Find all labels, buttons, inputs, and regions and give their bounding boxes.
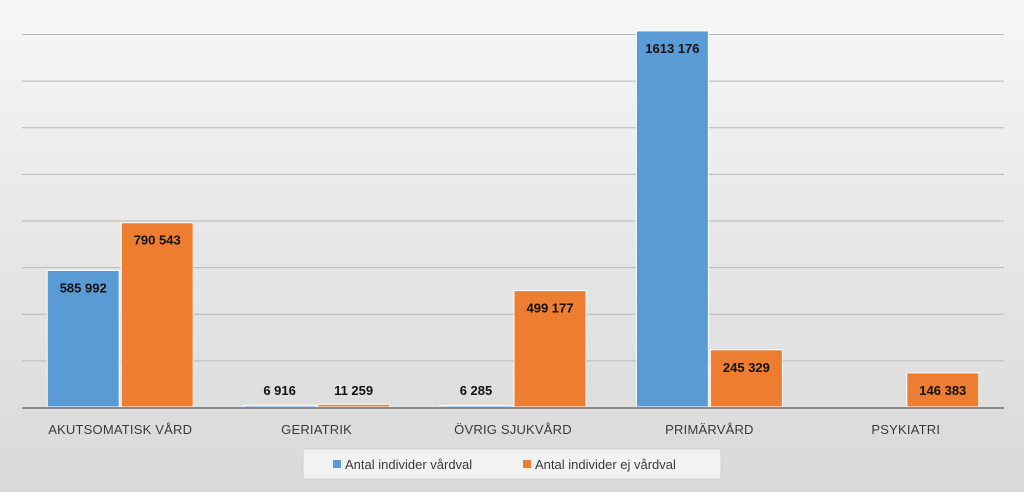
legend: Antal individer vårdval Antal individer e… [302, 448, 722, 480]
legend-box [302, 448, 722, 480]
bar-ej-vardval-0 [120, 222, 194, 408]
bar-value-label: 6 285 [460, 383, 493, 398]
legend-swatch [333, 460, 341, 468]
category-label: AKUTSOMATISK VÅRD [48, 422, 192, 437]
bars [46, 30, 980, 408]
bar-ej-vardval-4 [906, 372, 980, 408]
bar-vardval-0 [46, 269, 120, 408]
category-label: PRIMÄRVÅRD [665, 422, 753, 437]
bar-value-label: 146 383 [919, 383, 966, 398]
bar-vardval-1 [243, 404, 317, 408]
category-labels: AKUTSOMATISK VÅRD GERIATRIK ÖVRIG SJUKVÅRD… [48, 422, 940, 437]
legend-entry: Antal individer vårdval [345, 457, 472, 472]
bar-value-label: 11 259 [334, 383, 373, 398]
bar-value-labels: 585 992 790 543 6 916 11 259 6 285 499 177 161… [60, 41, 967, 398]
bar-ej-vardval-1 [317, 403, 391, 408]
bar-vardval-3 [635, 30, 709, 408]
bar-ej-vardval-2 [513, 290, 587, 408]
legend-swatch [523, 460, 531, 468]
bar-value-label: 1613 176 [645, 41, 699, 56]
legend-entry: Antal individer ej vårdval [535, 457, 676, 472]
bar-value-label: 245 329 [723, 360, 770, 375]
bar-value-label: 6 916 [263, 383, 296, 398]
bar-value-label: 790 543 [134, 233, 181, 248]
category-label: GERIATRIK [281, 422, 352, 437]
bar-ej-vardval-3 [709, 349, 783, 408]
bar-value-label: 585 992 [60, 280, 107, 295]
bar-value-label: 499 177 [527, 301, 574, 316]
bar-vardval-2 [439, 405, 513, 408]
category-label: PSYKIATRI [871, 422, 940, 437]
category-label: ÖVRIG SJUKVÅRD [454, 422, 572, 437]
